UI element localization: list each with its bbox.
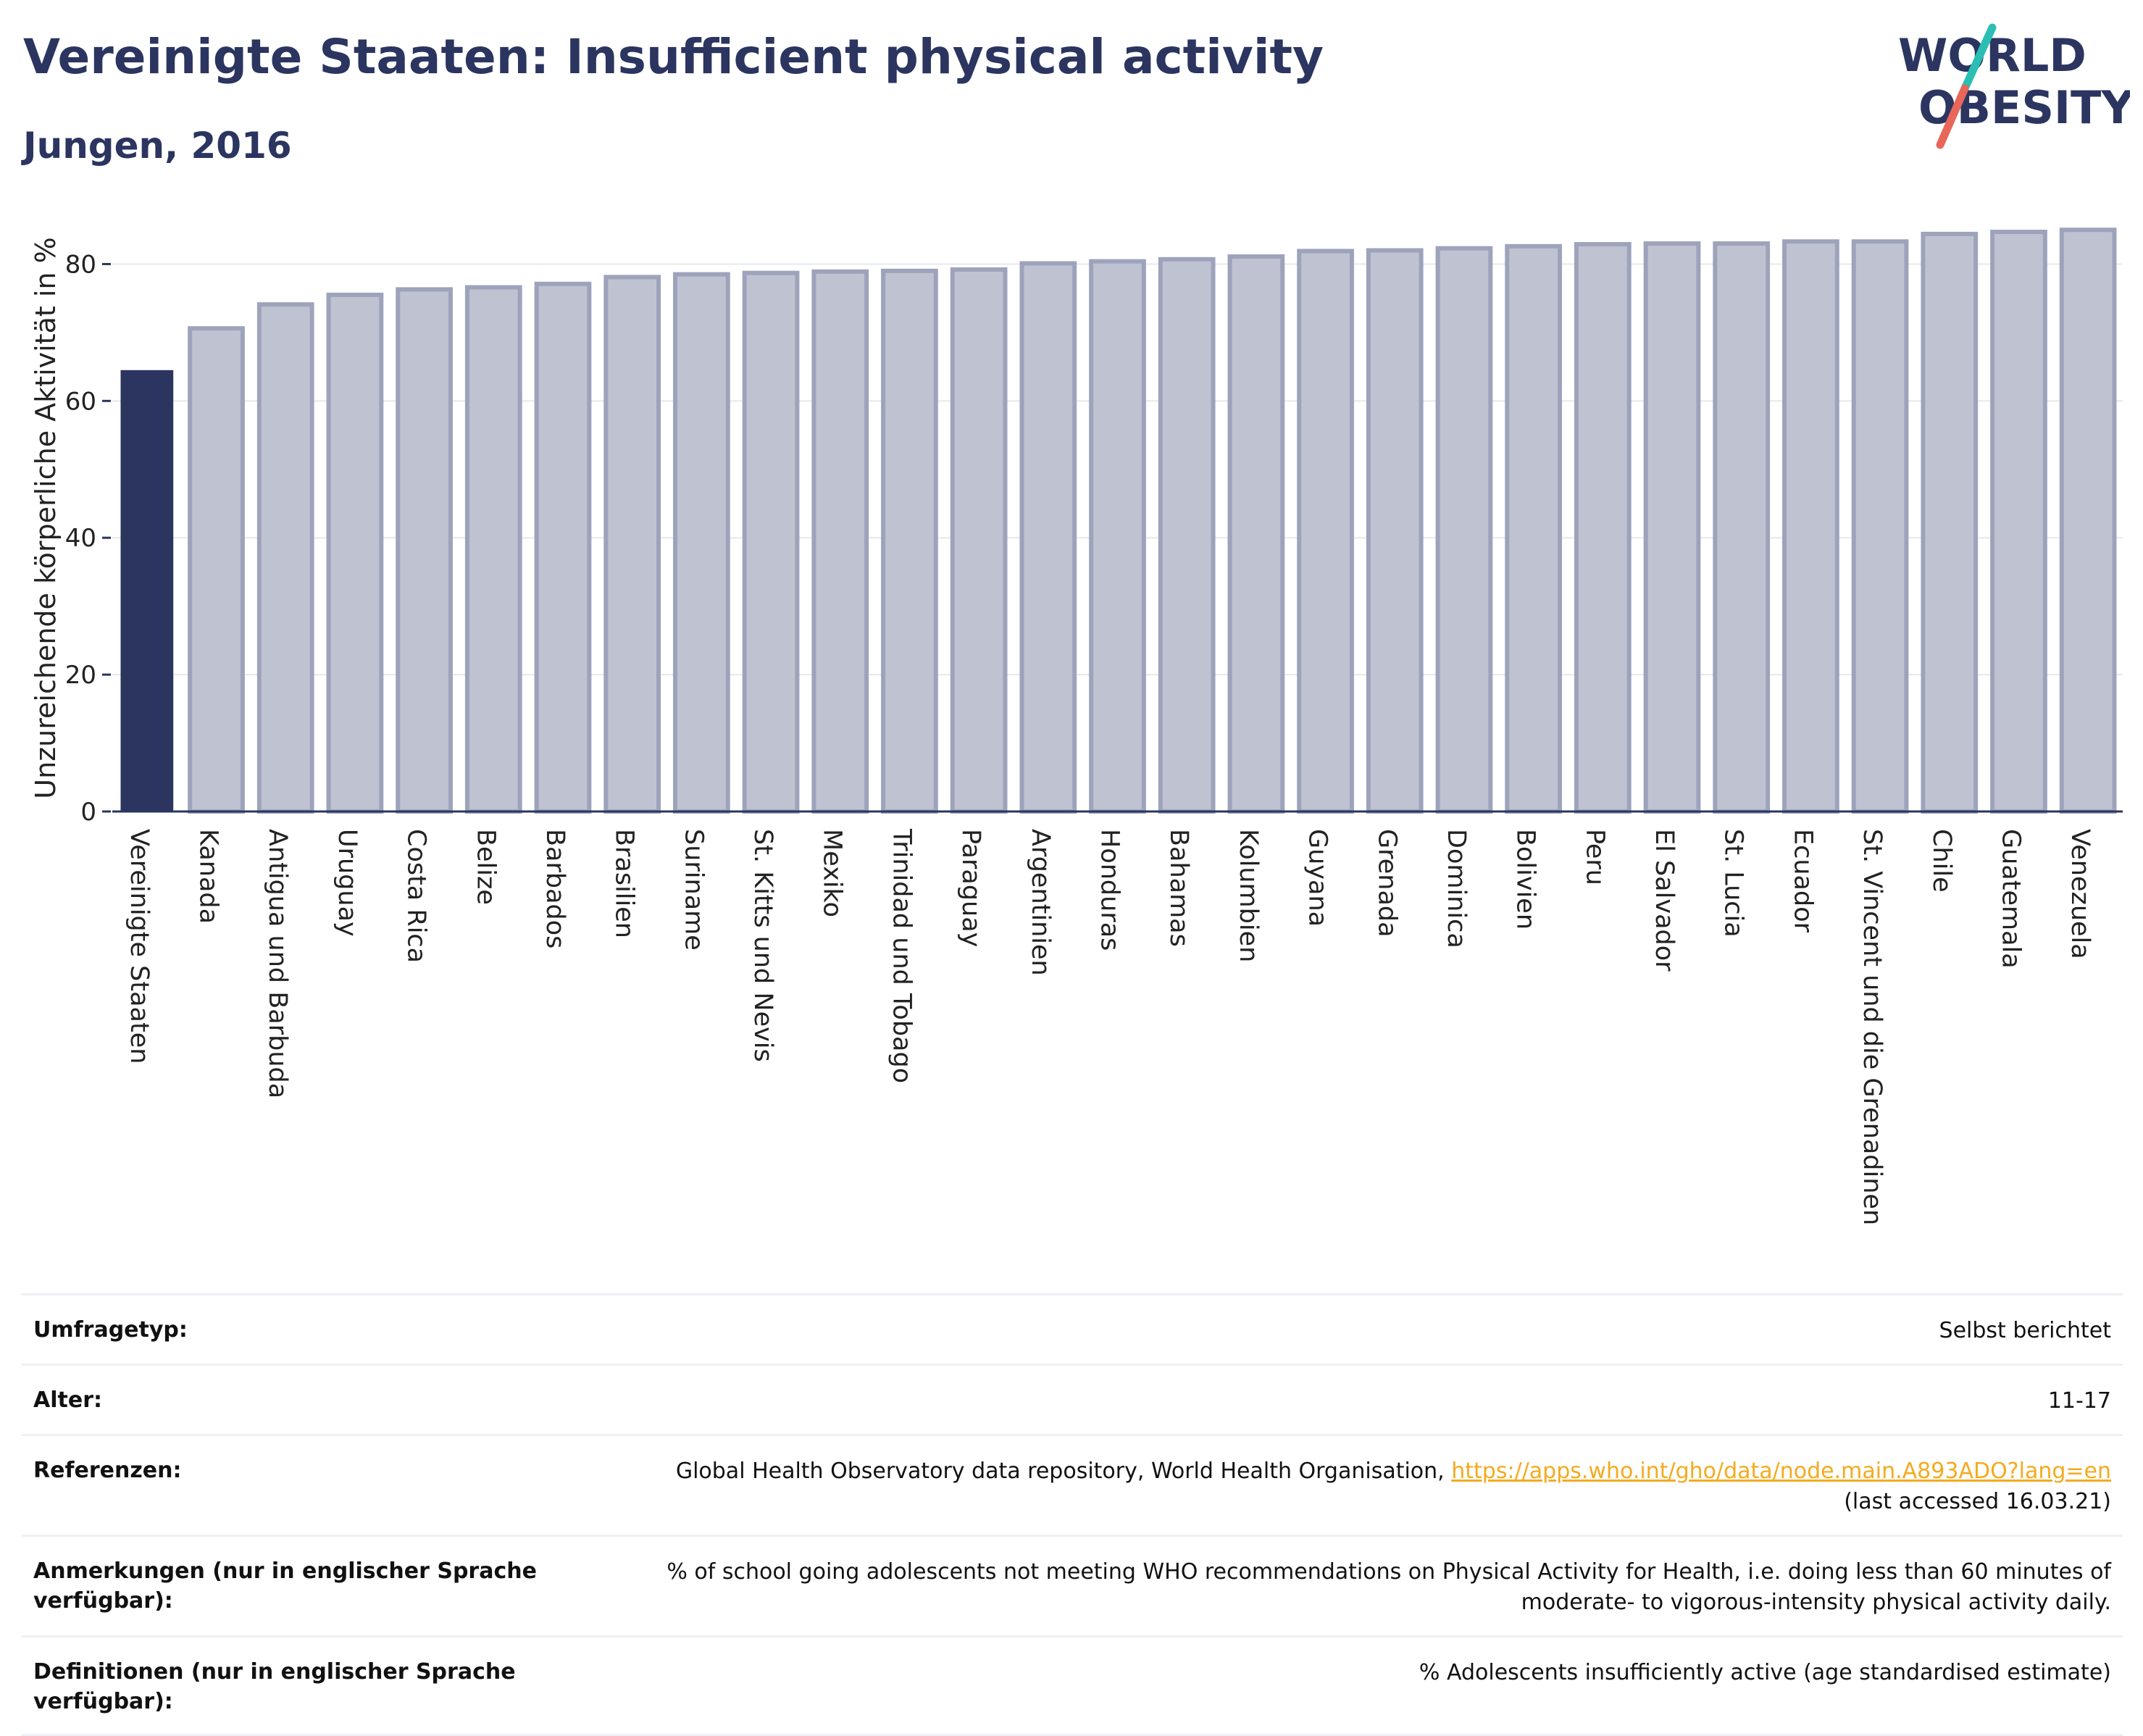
bar-costa-rica	[396, 287, 453, 814]
info-table: Umfragetyp: Selbst berichtet Alter: 11-1…	[22, 1293, 2123, 1736]
info-value: % of school going adolescents not meetin…	[667, 1559, 2111, 1615]
bars	[120, 228, 2117, 814]
info-label: Alter:	[33, 1387, 102, 1413]
info-label: Anmerkungen (nur in englischer Sprache v…	[33, 1558, 537, 1614]
bar-st-kitts-und-nevis	[742, 270, 800, 814]
x-tick-label: Guatemala	[1996, 829, 2025, 969]
bar-chile	[1921, 231, 1979, 814]
x-tick-label: Kanada	[194, 829, 223, 924]
x-tick-label: Venezuela	[2065, 829, 2094, 959]
bar-brasilien	[603, 275, 661, 814]
bar-venezuela	[2059, 228, 2117, 814]
y-tick-label: 20	[65, 661, 96, 690]
x-tick-label: Barbados	[540, 829, 569, 948]
x-tick-label: Antigua und Barbuda	[263, 829, 292, 1098]
logo-text-world: WORLD	[1898, 29, 2086, 82]
x-tick-label: Grenada	[1372, 829, 1401, 938]
x-tick-label: St. Kitts und Nevis	[748, 829, 777, 1062]
x-tick-label: Uruguay	[333, 829, 362, 937]
y-axis-ticks: 0 20 40 60 80	[65, 250, 111, 827]
bar-st-vincent-und-die-grenadinen	[1851, 239, 1909, 814]
info-value: Selbst berichtet	[1939, 1318, 2111, 1343]
info-label: Referenzen:	[33, 1458, 182, 1483]
x-tick-label: Ecuador	[1788, 829, 1817, 933]
bar-guatemala	[1990, 230, 2047, 814]
x-tick-label: El Salvador	[1650, 829, 1679, 972]
bar-dominica	[1435, 246, 1493, 814]
page-title: Vereinigte Staaten: Insufficient physica…	[23, 29, 1324, 85]
bar-bahamas	[1158, 256, 1216, 814]
x-tick-label: Kolumbien	[1234, 829, 1263, 962]
bar-kanada	[188, 326, 245, 814]
y-tick-label: 80	[65, 250, 96, 279]
bar-trinidad-und-tobago	[881, 268, 938, 814]
y-tick-label: 60	[65, 387, 96, 416]
bar-mexiko	[811, 269, 869, 814]
bar-honduras	[1089, 259, 1146, 814]
logo-slash-top	[1960, 23, 1997, 93]
x-tick-label: Brasilien	[610, 829, 639, 938]
bar-vereinigte-staaten	[120, 370, 174, 811]
reference-link[interactable]: https://apps.who.int/gho/data/node.main.…	[1451, 1459, 2111, 1484]
x-tick-label: Dominica	[1442, 829, 1471, 948]
bar-paraguay	[950, 267, 1008, 814]
bar-uruguay	[326, 292, 384, 814]
bar-suriname	[673, 272, 730, 814]
reference-accessed: (last accessed 16.03.21)	[1844, 1489, 2111, 1514]
info-row-age: Alter: 11-17	[22, 1364, 2123, 1434]
bar-antigua-und-barbuda	[256, 302, 314, 814]
bar-kolumbien	[1227, 254, 1285, 814]
x-tick-label: Bolivien	[1511, 829, 1540, 930]
info-value: Global Health Observatory data repositor…	[676, 1456, 2111, 1517]
info-row-survey-type: Umfragetyp: Selbst berichtet	[22, 1293, 2123, 1364]
bar-st-lucia	[1713, 241, 1771, 814]
bar-barbados	[534, 281, 592, 814]
bar-ecuador	[1782, 239, 1839, 814]
bar-belize	[464, 285, 522, 814]
x-tick-label: Chile	[1927, 829, 1956, 893]
bar-el-salvador	[1643, 241, 1701, 814]
logo-slash-bottom	[1936, 84, 1969, 149]
x-tick-label: Bahamas	[1164, 829, 1193, 947]
x-axis-labels: Vereinigte Staaten Kanada Antigua und Barb…	[125, 828, 2094, 1225]
info-row-references: Referenzen: Global Health Observatory da…	[22, 1434, 2123, 1535]
bar-grenada	[1366, 248, 1424, 814]
info-label: Umfragetyp:	[33, 1317, 188, 1343]
x-tick-label: Honduras	[1095, 829, 1124, 951]
x-tick-label: Mexiko	[818, 829, 847, 917]
page-subtitle: Jungen, 2016	[23, 125, 292, 167]
bar-chart: 0 20 40 60 80 Vereinigte Staaten Kanada Antigu…	[30, 228, 2123, 1225]
x-tick-label: Guyana	[1303, 829, 1332, 927]
info-label: Definitionen (nur in englischer Sprache …	[33, 1659, 516, 1714]
info-row-definitions: Definitionen (nur in englischer Sprache …	[22, 1635, 2123, 1736]
x-tick-label: Paraguay	[956, 829, 985, 947]
x-tick-label: St. Lucia	[1719, 829, 1748, 938]
y-tick-label: 40	[65, 524, 96, 553]
x-tick-label: Costa Rica	[402, 829, 431, 963]
bar-argentinien	[1019, 261, 1077, 814]
reference-text: Global Health Observatory data repositor…	[675, 1459, 1445, 1484]
bar-bolivien	[1505, 243, 1563, 814]
x-tick-label: Peru	[1580, 829, 1609, 885]
bar-guyana	[1297, 249, 1354, 814]
info-row-notes: Anmerkungen (nur in englischer Sprache v…	[22, 1535, 2123, 1635]
x-tick-label: Trinidad und Tobago	[887, 828, 916, 1083]
bar-peru	[1574, 242, 1632, 814]
world-obesity-logo: WORLD OBESITY	[1898, 23, 2130, 149]
x-tick-label: St. Vincent und die Grenadinen	[1858, 829, 1887, 1225]
info-value: % Adolescents insufficiently active (age…	[1419, 1660, 2111, 1685]
info-value: 11-17	[2047, 1388, 2111, 1414]
y-axis-title: Unzureichende körperliche Aktivität in %	[30, 237, 62, 798]
x-tick-label: Vereinigte Staaten	[125, 829, 154, 1064]
x-tick-label: Suriname	[679, 829, 708, 951]
x-tick-label: Belize	[471, 829, 500, 905]
x-tick-label: Argentinien	[1026, 829, 1055, 976]
y-tick-label: 0	[80, 798, 96, 827]
